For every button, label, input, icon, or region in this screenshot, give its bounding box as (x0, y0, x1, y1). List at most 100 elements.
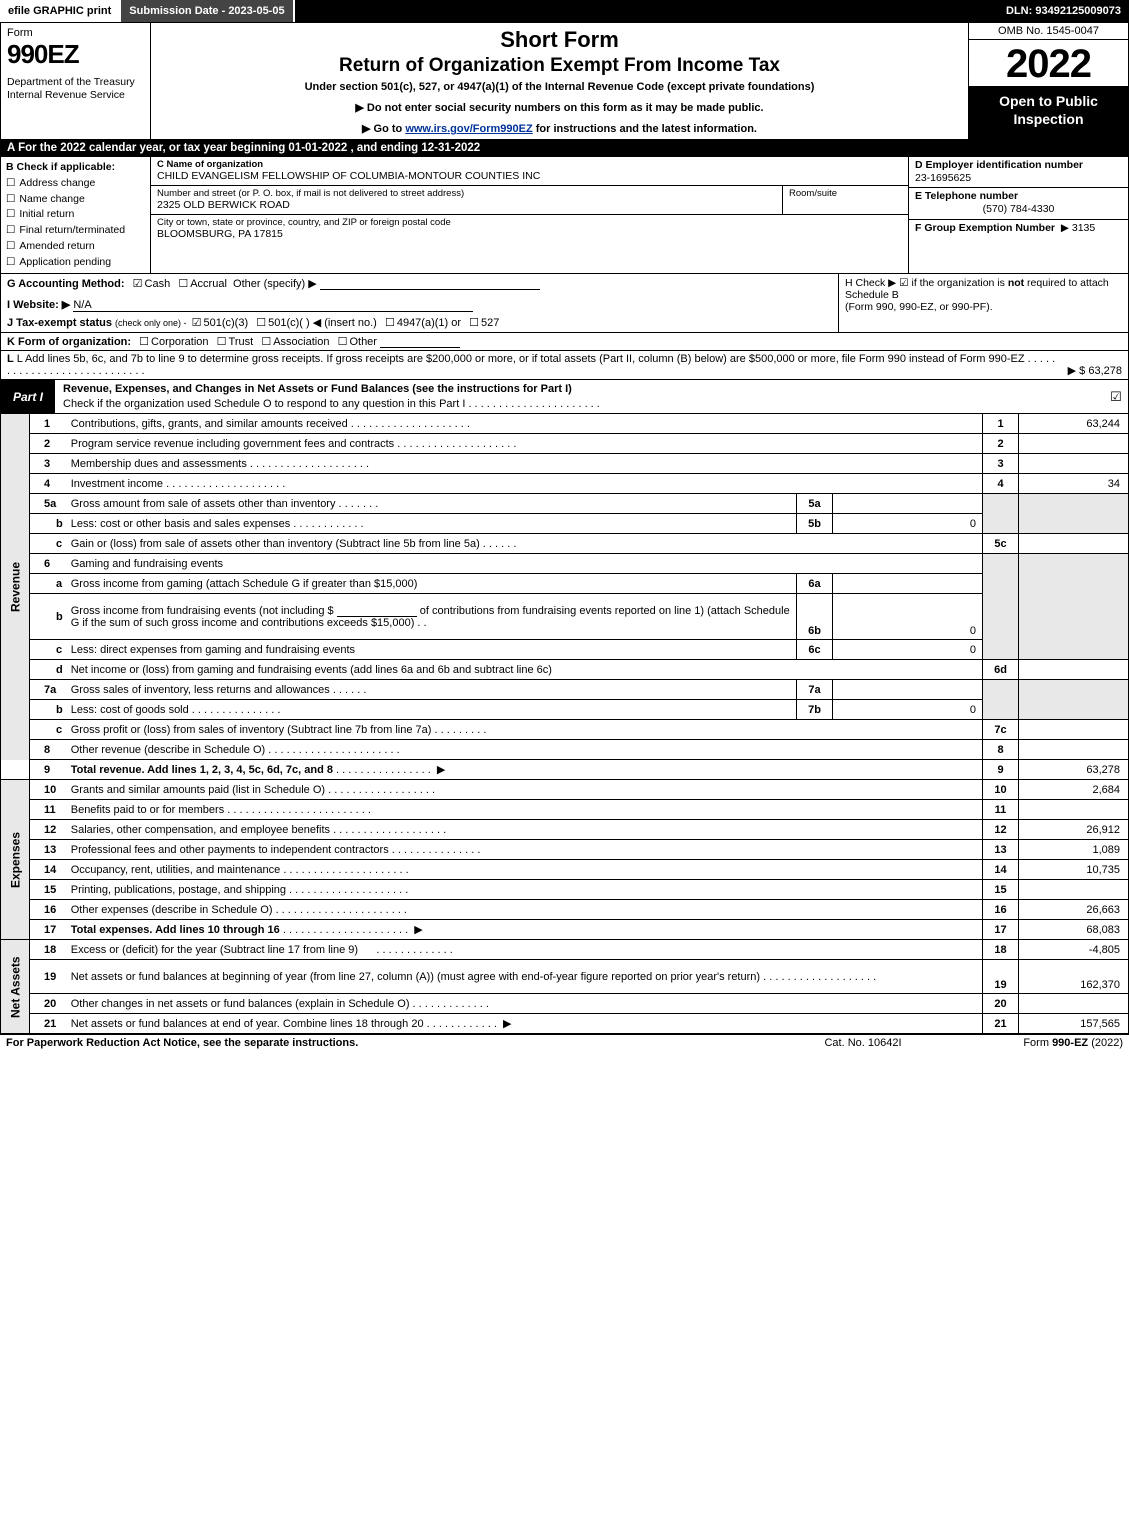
l16-rn: 16 (983, 900, 1019, 920)
row-k: K Form of organization: Corporation Trus… (0, 333, 1129, 351)
l2-rv (1019, 434, 1129, 454)
l21-rv: 157,565 (1019, 1014, 1129, 1034)
chk-501c3[interactable] (190, 317, 204, 329)
l5a-mv (833, 494, 983, 514)
grey-6v (1019, 554, 1129, 660)
l9-num: 9 (30, 760, 67, 780)
line-7a: 7a Gross sales of inventory, less return… (1, 680, 1129, 700)
l13-num: 13 (30, 840, 67, 860)
row-a-calendar-year: A For the 2022 calendar year, or tax yea… (0, 140, 1129, 157)
l5a-num: 5a (30, 494, 67, 514)
open-public-inspection: Open to Public Inspection (969, 87, 1128, 139)
group-exempt-label: F Group Exemption Number (915, 222, 1055, 234)
line-18: Net Assets 18 Excess or (deficit) for th… (1, 940, 1129, 960)
irs-link[interactable]: www.irs.gov/Form990EZ (405, 123, 532, 135)
boxes-def: D Employer identification number 23-1695… (908, 157, 1128, 273)
line-6: 6 Gaming and fundraising events (1, 554, 1129, 574)
line-6d: d Net income or (loss) from gaming and f… (1, 660, 1129, 680)
efile-print[interactable]: efile GRAPHIC print (0, 0, 121, 22)
l15-desc: Printing, publications, postage, and shi… (71, 884, 286, 896)
chk-501c[interactable] (254, 317, 268, 329)
org-name-row: C Name of organization CHILD EVANGELISM … (151, 157, 908, 186)
line-6c: c Less: direct expenses from gaming and … (1, 640, 1129, 660)
l5a-mn: 5a (797, 494, 833, 514)
department: Department of the Treasury Internal Reve… (7, 76, 144, 101)
side-expenses: Expenses (1, 780, 30, 940)
city-label: City or town, state or province, country… (157, 217, 902, 228)
form-header: Form 990EZ Department of the Treasury In… (0, 22, 1129, 140)
chk-application-pending[interactable]: Application pending (6, 255, 145, 271)
side-revenue: Revenue (1, 414, 30, 760)
part1-header: Part I Revenue, Expenses, and Changes in… (0, 380, 1129, 414)
opt-other: Other (specify) ▶ (233, 278, 317, 290)
box-c: C Name of organization CHILD EVANGELISM … (151, 157, 908, 273)
line-1: Revenue 1 Contributions, gifts, grants, … (1, 414, 1129, 434)
chk-cash[interactable] (131, 278, 145, 290)
ein-label: D Employer identification number (915, 159, 1083, 171)
line-3: 3 Membership dues and assessments 3 (1, 454, 1129, 474)
l3-num: 3 (30, 454, 67, 474)
l10-desc: Grants and similar amounts paid (list in… (71, 784, 325, 796)
chk-assoc[interactable] (259, 336, 273, 348)
l7c-desc: Gross profit or (loss) from sales of inv… (71, 724, 432, 736)
l6d-rn: 6d (983, 660, 1019, 680)
chk-amended-return[interactable]: Amended return (6, 239, 145, 255)
line-12: 12 Salaries, other compensation, and emp… (1, 820, 1129, 840)
line-11: 11 Benefits paid to or for members . . .… (1, 800, 1129, 820)
chk-name-change[interactable]: Name change (6, 192, 145, 208)
chk-address-change[interactable]: Address change (6, 176, 145, 192)
line-6a: a Gross income from gaming (attach Sched… (1, 574, 1129, 594)
chk-accrual[interactable] (176, 278, 190, 290)
l2-num: 2 (30, 434, 67, 454)
chk-initial-return[interactable]: Initial return (6, 207, 145, 223)
chk-4947[interactable] (383, 317, 397, 329)
l6c-desc: Less: direct expenses from gaming and fu… (71, 644, 355, 656)
l13-rv: 1,089 (1019, 840, 1129, 860)
l19-num: 19 (30, 960, 67, 994)
l4-num: 4 (30, 474, 67, 494)
part1-title: Revenue, Expenses, and Changes in Net As… (63, 383, 572, 395)
opt-cash: Cash (145, 278, 171, 290)
org-city: BLOOMSBURG, PA 17815 (157, 228, 902, 241)
grey-6 (983, 554, 1019, 660)
phone-label: E Telephone number (915, 190, 1018, 202)
l9-rv: 63,278 (1019, 760, 1129, 780)
l2-rn: 2 (983, 434, 1019, 454)
note-link-post: for instructions and the latest informat… (533, 123, 757, 135)
chk-527[interactable] (467, 317, 481, 329)
opt-assoc: Association (273, 336, 329, 348)
line-16: 16 Other expenses (describe in Schedule … (1, 900, 1129, 920)
l10-rv: 2,684 (1019, 780, 1129, 800)
line-10: Expenses 10 Grants and similar amounts p… (1, 780, 1129, 800)
chk-trust[interactable] (215, 336, 229, 348)
top-bar: efile GRAPHIC print Submission Date - 20… (0, 0, 1129, 22)
chk-other-org[interactable] (336, 336, 350, 348)
part1-title-wrap: Revenue, Expenses, and Changes in Net As… (55, 380, 1104, 413)
part1-table: Revenue 1 Contributions, gifts, grants, … (0, 414, 1129, 1035)
footer-catno: Cat. No. 10642I (763, 1037, 963, 1049)
l7c-num: c (30, 720, 67, 740)
l10-rn: 10 (983, 780, 1019, 800)
opt-501c: 501(c)( ) ◀ (insert no.) (268, 317, 377, 329)
phone-value: (570) 784-4330 (915, 203, 1122, 216)
addr-label: Number and street (or P. O. box, if mail… (157, 188, 782, 199)
line-9: 9 Total revenue. Add lines 1, 2, 3, 4, 5… (1, 760, 1129, 780)
chk-final-return[interactable]: Final return/terminated (6, 223, 145, 239)
line-19: 19 Net assets or fund balances at beginn… (1, 960, 1129, 994)
grey-7v (1019, 680, 1129, 720)
l11-desc: Benefits paid to or for members (71, 804, 224, 816)
note-link: ▶ Go to www.irs.gov/Form990EZ for instru… (159, 122, 960, 135)
l5b-num: b (30, 514, 67, 534)
line-5c: c Gain or (loss) from sale of assets oth… (1, 534, 1129, 554)
opt-527: 527 (481, 317, 499, 329)
l16-rv: 26,663 (1019, 900, 1129, 920)
grey-5v (1019, 494, 1129, 534)
l5a-desc: Gross amount from sale of assets other t… (71, 498, 336, 510)
part1-check[interactable]: ☑ (1104, 380, 1128, 413)
header-mid: Short Form Return of Organization Exempt… (151, 23, 968, 139)
l18-rn: 18 (983, 940, 1019, 960)
l13-rn: 13 (983, 840, 1019, 860)
l18-num: 18 (30, 940, 67, 960)
chk-corp[interactable] (137, 336, 151, 348)
l5b-mv: 0 (833, 514, 983, 534)
